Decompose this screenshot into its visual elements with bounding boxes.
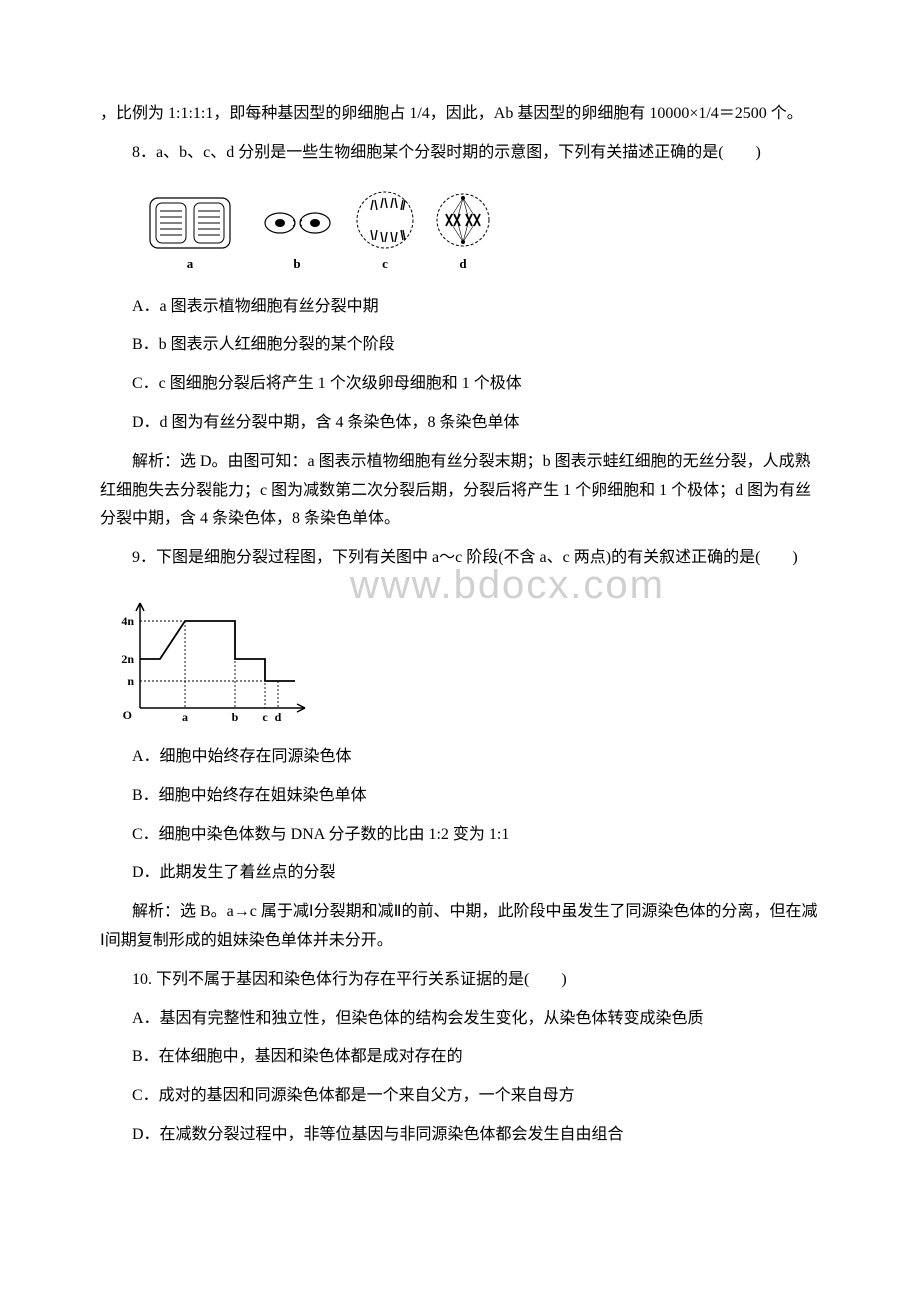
q9-option-b: B．细胞中始终存在姐妹染色单体 [100, 782, 820, 811]
svg-text:2n: 2n [121, 652, 134, 666]
q8-option-d: D．d 图为有丝分裂中期，含 4 条染色体，8 条染色单体 [100, 409, 820, 438]
q9-option-d: D．此期发生了着丝点的分裂 [100, 859, 820, 888]
q8-option-a: A．a 图表示植物细胞有丝分裂中期 [100, 293, 820, 322]
q9-answer: 解析：选 B。a→c 属于减Ⅰ分裂期和减Ⅱ的前、中期，此阶段中虽发生了同源染色体… [100, 898, 820, 956]
svg-text:d: d [459, 256, 467, 271]
q8-stem: 8．a、b、c、d 分别是一些生物细胞某个分裂时期的示意图，下列有关描述正确的是… [100, 139, 820, 168]
q8-option-b: B．b 图表示人红细胞分裂的某个阶段 [100, 331, 820, 360]
q10-stem: 10. 下列不属于基因和染色体行为存在平行关系证据的是( ) [100, 966, 820, 995]
svg-text:c: c [262, 710, 268, 724]
q10-option-c: C．成对的基因和同源染色体都是一个来自父方，一个来自母方 [100, 1082, 820, 1111]
q10-option-b: B．在体细胞中，基因和染色体都是成对存在的 [100, 1043, 820, 1072]
q8-figure: a b c [140, 188, 820, 278]
q9-figure: 4n 2n n O a b c d [110, 593, 820, 728]
svg-text:b: b [293, 256, 300, 271]
q10-option-d: D．在减数分裂过程中，非等位基因与非同源染色体都会发生自由组合 [100, 1121, 820, 1150]
svg-text:d: d [275, 710, 282, 724]
q9-stem: 9．下图是细胞分裂过程图，下列有关图中 a～c 阶段(不含 a、c 两点)的有关… [100, 544, 820, 573]
q8-option-c: C．c 图细胞分裂后将产生 1 个次级卵母细胞和 1 个极体 [100, 370, 820, 399]
svg-text:a: a [187, 256, 194, 271]
q9-option-c: C．细胞中染色体数与 DNA 分子数的比由 1:2 变为 1:1 [100, 821, 820, 850]
svg-text:n: n [127, 674, 134, 688]
q10-option-a: A．基因有完整性和独立性，但染色体的结构会发生变化，从染色体转变成染色质 [100, 1005, 820, 1034]
paragraph-continuation: ，比例为 1:1:1:1，即每种基因型的卵细胞占 1/4，因此，Ab 基因型的卵… [100, 100, 820, 129]
svg-text:c: c [382, 256, 388, 271]
svg-text:4n: 4n [121, 614, 134, 628]
q8-answer: 解析：选 D。由图可知：a 图表示植物细胞有丝分裂末期；b 图表示蛙红细胞的无丝… [100, 448, 820, 534]
q9-option-a: A．细胞中始终存在同源染色体 [100, 743, 820, 772]
svg-text:O: O [123, 708, 132, 722]
svg-text:b: b [232, 710, 239, 724]
svg-text:a: a [182, 710, 188, 724]
